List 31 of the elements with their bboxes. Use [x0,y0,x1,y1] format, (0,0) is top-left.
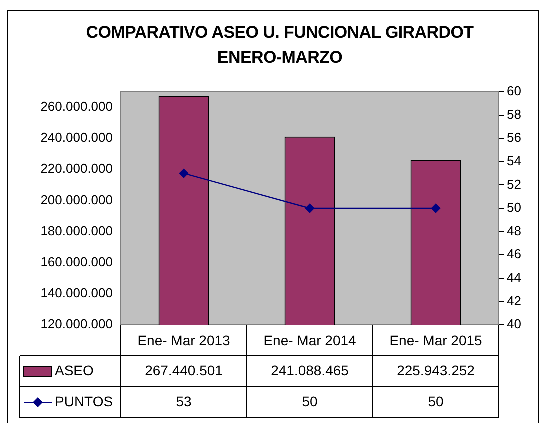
data-label: 225.943.252 [397,362,476,378]
y-tick-label: 200.000.000 [40,192,113,208]
y2-tick-label: 42 [507,293,522,308]
y-tick-label: 160.000.000 [40,254,113,270]
data-label: 53 [176,393,192,410]
data-label: 50 [302,393,318,410]
data-label: 267.440.501 [145,362,224,378]
y-tick-label: 140.000.000 [40,286,113,301]
data-label: 50 [428,393,444,410]
legend-label: ASEO [55,362,94,378]
y2-tick-label: 44 [507,270,522,285]
x-tick-label: Ene- Mar 2013 [138,332,231,348]
y2-tick-label: 60 [507,84,522,99]
y2-tick-label: 40 [507,316,522,332]
data-label: 241.088.465 [271,362,350,378]
y-tick-label: 260.000.000 [40,99,113,114]
y2-tick-label: 54 [507,153,522,168]
y2-tick-label: 46 [507,246,522,262]
y-tick-label: 120.000.000 [40,316,113,332]
chart-title: COMPARATIVO ASEO U. FUNCIONAL GIRARDOT ENERO-MARZO [85,22,475,69]
x-tick-label: Ene- Mar 2015 [390,332,483,348]
y2-tick-label: 52 [507,176,522,192]
y2-tick-label: 48 [507,223,522,238]
y2-tick-label: 50 [507,200,522,216]
y2-tick-label: 56 [507,130,522,146]
y-tick-label: 220.000.000 [40,161,113,176]
y2-tick-label: 58 [507,106,522,122]
y-tick-label: 180.000.000 [40,223,113,238]
x-tick-label: Ene- Mar 2014 [264,332,357,348]
y-tick-label: 240.000.000 [40,130,113,146]
legend-label: PUNTOS [55,393,114,410]
